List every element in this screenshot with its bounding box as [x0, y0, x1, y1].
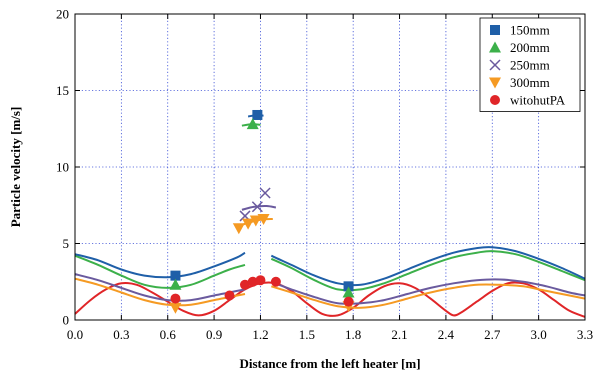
axis-ticks: 0.0 0.3 0.6 0.9 1.2 1.5 1.8 2.1 2.4 2.7 3.0 3.3 0 5 10… — [56, 7, 593, 343]
y-tick-label: 20 — [56, 7, 69, 22]
legend-label: 200mm — [510, 40, 550, 55]
data-point-witohutPA — [224, 290, 235, 301]
data-point-250mm-stroke — [239, 210, 251, 222]
legend-label: 150mm — [510, 23, 550, 38]
data-point-200mm — [246, 118, 259, 130]
data-point-150mm — [252, 109, 263, 120]
y-tick-label: 10 — [56, 160, 69, 175]
data-point-250mm — [259, 187, 271, 199]
x-tick-label: 1.2 — [252, 327, 268, 342]
x-tick-label: 0.3 — [113, 327, 129, 342]
data-point-witohutPA — [343, 296, 354, 307]
data-point-300mm — [169, 302, 182, 314]
data-point-300mm — [232, 223, 245, 235]
fit-curve-150mm — [74, 251, 246, 279]
x-axis-title: Distance from the left heater [m] — [239, 356, 420, 371]
y-tick-label: 15 — [56, 83, 69, 98]
y-axis-title: Particle velocity [m/s] — [8, 107, 23, 228]
legend-marker-witohutPA — [490, 95, 500, 105]
x-tick-label: 2.7 — [484, 327, 501, 342]
data-point-witohutPA — [247, 276, 258, 287]
x-tick-label: 3.3 — [577, 327, 593, 342]
data-point-250mm-stroke — [259, 187, 271, 199]
legend-marker-200mm — [489, 41, 501, 53]
fit-curve-250mm — [270, 278, 586, 305]
legend-marker-250mm-stroke — [489, 59, 501, 71]
x-tick-label: 0.9 — [206, 327, 222, 342]
legend-marker-250mm — [489, 59, 501, 71]
data-point-witohutPA — [170, 293, 181, 304]
y-tick-label: 0 — [63, 313, 70, 328]
x-tick-label: 2.4 — [438, 327, 455, 342]
data-point-250mm — [251, 201, 263, 213]
x-tick-label: 1.8 — [345, 327, 361, 342]
x-tick-label: 2.1 — [391, 327, 407, 342]
data-point-witohutPA — [255, 275, 266, 286]
data-point-200mm — [169, 278, 182, 290]
fit-curve-200mm — [74, 254, 246, 289]
fit-curve-150mm — [270, 246, 586, 287]
data-point-150mm — [343, 281, 354, 292]
legend: 150mm 200mm 250mm 300mm witohutPA — [479, 17, 581, 112]
data-point-witohutPA — [270, 276, 281, 287]
fit-curve-250mm — [241, 204, 277, 211]
legend-marker-150mm — [490, 25, 500, 35]
data-point-300mm — [242, 218, 255, 230]
legend-label: 250mm — [510, 58, 550, 73]
y-tick-label: 5 — [63, 236, 70, 251]
x-tick-label: 3.0 — [531, 327, 547, 342]
x-tick-label: 0.6 — [160, 327, 177, 342]
fit-curve-300mm — [270, 283, 586, 309]
legend-label: witohutPA — [510, 93, 566, 108]
fit-curve-200mm — [270, 250, 586, 292]
data-markers — [169, 109, 355, 314]
grid — [74, 13, 586, 321]
data-point-300mm — [257, 214, 270, 226]
x-tick-label: 1.5 — [299, 327, 315, 342]
data-point-300mm — [249, 215, 262, 227]
data-point-200mm — [342, 286, 355, 298]
data-point-witohutPA — [240, 279, 250, 290]
data-point-150mm — [170, 270, 181, 281]
data-point-250mm-stroke — [251, 201, 263, 213]
legend-marker-300mm — [489, 77, 501, 89]
legend-label: 300mm — [510, 75, 550, 90]
x-tick-label: 0.0 — [67, 327, 83, 342]
